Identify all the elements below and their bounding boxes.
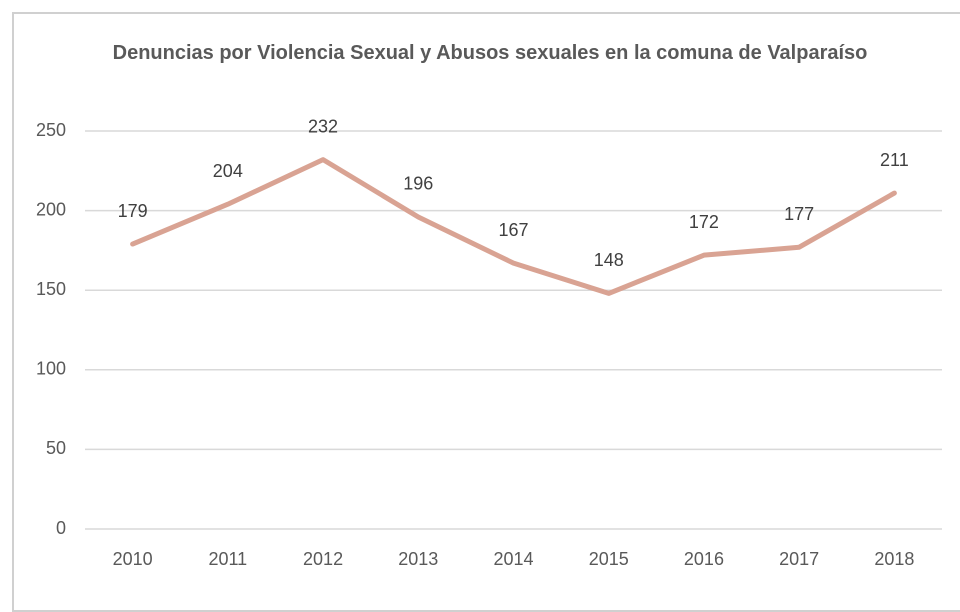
data-label: 167 [498,220,528,240]
x-tick-label: 2010 [113,549,153,569]
data-label: 211 [880,150,909,170]
data-label: 172 [689,212,719,232]
y-tick-label: 200 [36,199,66,219]
data-label: 204 [213,161,243,181]
chart-title: Denuncias por Violencia Sexual y Abusos … [112,42,868,64]
x-tick-label: 2012 [303,549,343,569]
line [130,157,897,296]
y-tick-label: 150 [36,279,66,299]
data-label: 196 [403,174,433,194]
data-label: 232 [308,116,338,136]
x-tick-label: 2015 [589,549,629,569]
chart: 0 50 100 150 200 250 2010 2011 2012 2013 2014 2015 2… [36,116,942,569]
x-tick-label: 2017 [779,549,819,569]
x-tick-label: 2014 [493,549,533,569]
y-tick-label: 50 [46,438,66,458]
x-tick-label: 2011 [208,549,247,569]
y-tick-label: 250 [36,120,66,140]
x-tick-label: 2016 [684,549,724,569]
x-tick-label: 2018 [874,549,914,569]
x-tick-label: 2013 [398,549,438,569]
y-tick-label: 0 [56,518,66,538]
data-label: 179 [118,201,148,221]
data-label: 177 [784,204,814,224]
chart-container: Denuncias por Violencia Sexual y Abusos … [12,12,960,612]
data-label: 148 [594,250,624,270]
y-tick-label: 100 [36,359,66,379]
